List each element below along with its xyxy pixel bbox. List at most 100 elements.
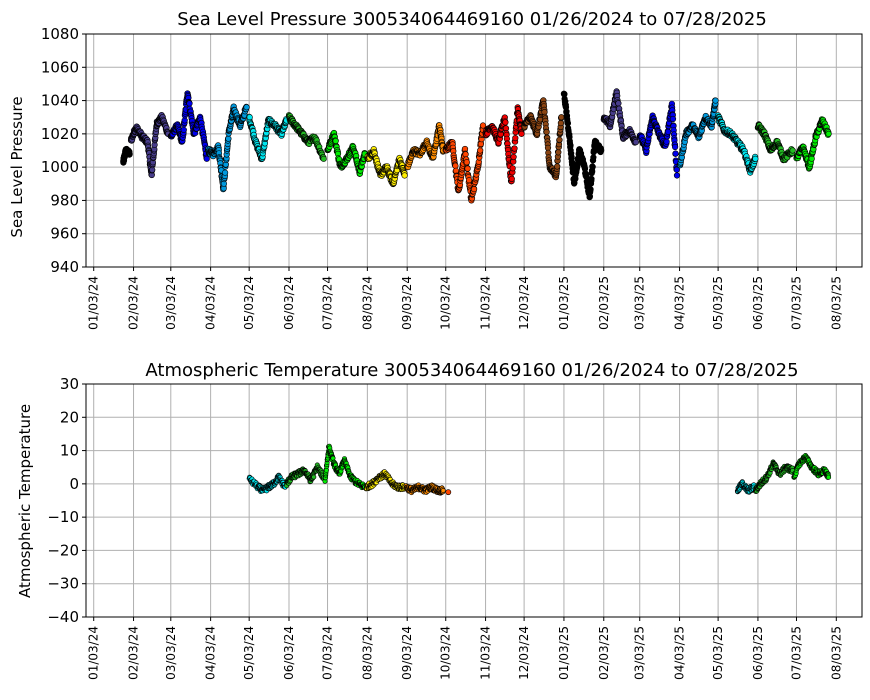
series — [600, 88, 639, 146]
series — [793, 116, 832, 172]
x-tick-label: 08/03/24 — [360, 626, 374, 680]
series — [676, 97, 719, 169]
data-point — [462, 151, 469, 158]
x-tick-label: 04/03/25 — [673, 626, 687, 680]
x-tick-label: 04/03/24 — [204, 276, 218, 330]
y-tick-label: −20 — [47, 541, 79, 559]
series — [404, 122, 447, 171]
data-point — [463, 159, 470, 166]
data-point — [789, 147, 796, 154]
series — [482, 104, 525, 185]
data-point — [186, 100, 193, 107]
series — [752, 459, 796, 494]
x-tick-label: 03/03/24 — [164, 626, 178, 680]
series — [445, 489, 452, 496]
x-tick-label: 05/03/24 — [242, 626, 256, 680]
data-point — [510, 153, 517, 161]
data-point — [509, 165, 516, 172]
x-tick-label: 12/03/24 — [517, 276, 531, 330]
data-point — [508, 175, 515, 182]
y-tick-label: 1020 — [41, 125, 79, 143]
y-tick-label: −10 — [47, 508, 79, 526]
y-tick-label: 1080 — [41, 25, 79, 43]
data-point — [477, 147, 484, 154]
data-point — [445, 489, 452, 496]
data-point — [664, 128, 672, 135]
data-point — [615, 100, 622, 107]
temperature-data — [246, 443, 832, 496]
series — [754, 121, 796, 164]
x-tick-label: 01/03/25 — [557, 276, 571, 330]
y-tick-label: 30 — [60, 375, 79, 393]
x-tick-label: 01/03/24 — [87, 276, 101, 330]
data-point — [590, 154, 597, 161]
data-point — [243, 104, 250, 111]
data-point — [512, 135, 519, 142]
y-tick-label: 980 — [50, 191, 79, 209]
x-tick-label: 01/03/24 — [87, 626, 101, 680]
series — [324, 129, 368, 177]
series — [520, 97, 565, 181]
data-point — [332, 137, 339, 145]
data-point — [440, 488, 446, 494]
pressure-x-tick-labels: 01/03/24 02/03/24 03/03/24 04/03/24 05/03/24… — [87, 276, 844, 330]
x-tick-label: 09/03/24 — [400, 276, 414, 330]
x-tick-label: 12/03/24 — [517, 626, 531, 680]
x-tick-label: 10/03/24 — [439, 276, 453, 330]
data-point — [598, 147, 605, 154]
x-tick-label: 08/03/24 — [360, 276, 374, 330]
temperature-y-tick-labels: −40 −30 −20 −10 0 10 20 30 — [47, 375, 79, 626]
data-point — [669, 115, 677, 123]
y-tick-label: 20 — [60, 408, 79, 426]
y-tick-label: −30 — [47, 575, 79, 593]
pressure-y-tick-labels: 940 960 980 1000 1020 1040 1060 1080 — [41, 25, 79, 276]
data-point — [554, 163, 561, 170]
x-tick-label: 03/03/24 — [164, 276, 178, 330]
pressure-grid — [82, 33, 862, 271]
x-tick-label: 04/03/25 — [673, 276, 687, 330]
series — [205, 103, 250, 193]
pressure-y-axis-label: Sea Level Pressure — [8, 96, 26, 237]
data-point — [471, 186, 478, 193]
x-tick-label: 03/03/25 — [633, 276, 647, 330]
data-point — [672, 150, 679, 157]
series — [791, 452, 832, 480]
data-point — [518, 130, 525, 137]
y-tick-label: −40 — [47, 608, 79, 626]
series — [285, 112, 327, 162]
x-tick-label: 07/03/24 — [321, 276, 335, 330]
data-point — [555, 149, 562, 156]
temperature-y-axis-label: Atmospheric Temperature — [16, 404, 34, 598]
series — [403, 482, 446, 496]
data-point — [663, 138, 670, 145]
data-point — [671, 143, 679, 151]
x-tick-label: 07/03/24 — [321, 626, 335, 680]
x-tick-label: 04/03/24 — [204, 626, 218, 680]
x-tick-label: 11/03/24 — [479, 276, 493, 330]
data-point — [126, 150, 133, 157]
series — [246, 113, 290, 163]
data-point — [203, 155, 210, 162]
data-point — [826, 474, 832, 480]
data-point — [825, 130, 832, 137]
data-point — [712, 97, 719, 104]
x-tick-label: 11/03/24 — [479, 626, 493, 680]
x-tick-label: 03/03/25 — [633, 626, 647, 680]
x-tick-label: 10/03/24 — [439, 626, 453, 680]
x-tick-label: 09/03/24 — [400, 626, 414, 680]
x-tick-label: 02/03/24 — [127, 276, 141, 330]
data-point — [543, 128, 550, 136]
x-tick-label: 05/03/25 — [711, 626, 725, 680]
x-tick-label: 07/03/25 — [789, 626, 803, 680]
data-point — [557, 119, 565, 127]
temperature-plot-frame — [85, 383, 863, 618]
y-tick-label: 1040 — [41, 92, 79, 110]
x-tick-label: 06/03/24 — [282, 626, 296, 680]
series — [167, 90, 210, 162]
x-tick-label: 05/03/25 — [711, 276, 725, 330]
y-tick-label: 1000 — [41, 158, 79, 176]
y-tick-label: 940 — [50, 258, 79, 276]
data-point — [587, 186, 594, 193]
y-tick-label: 0 — [69, 475, 79, 493]
data-point — [222, 169, 229, 176]
